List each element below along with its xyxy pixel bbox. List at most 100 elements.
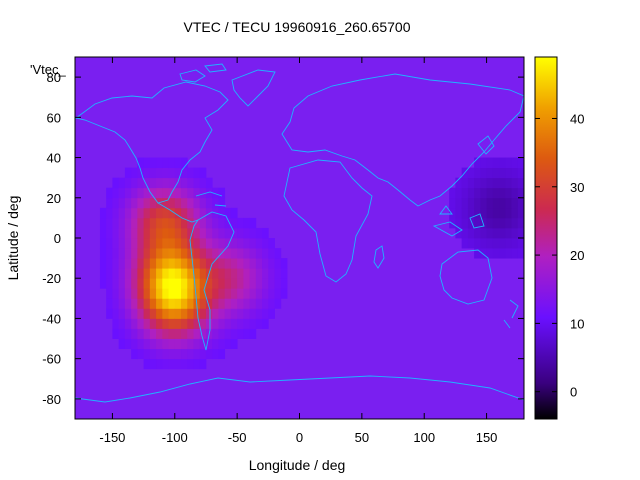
heatmap-cell bbox=[156, 227, 163, 239]
x-tick-label: 100 bbox=[413, 430, 435, 445]
heatmap-cell bbox=[187, 258, 194, 269]
heatmap-cell bbox=[193, 207, 201, 219]
heatmap-cell bbox=[137, 197, 144, 209]
heatmap-cell bbox=[156, 177, 163, 189]
heatmap-cell bbox=[143, 308, 151, 319]
heatmap-cell bbox=[143, 207, 151, 219]
heatmap-cell bbox=[106, 187, 113, 199]
heatmap-cell bbox=[511, 238, 519, 249]
heatmap-cell bbox=[193, 268, 201, 279]
coastline-arctic-islands bbox=[179, 63, 227, 83]
heatmap-cell bbox=[149, 248, 157, 259]
heatmap-cell bbox=[168, 167, 176, 179]
heatmap-cell bbox=[212, 227, 219, 239]
heatmap-cell bbox=[205, 288, 213, 299]
heatmap-cell bbox=[212, 308, 219, 319]
coastlines bbox=[75, 63, 524, 403]
heatmap-cell bbox=[262, 238, 269, 249]
heatmap-cell bbox=[492, 207, 500, 219]
heatmap-cell bbox=[230, 248, 238, 259]
heatmap-cell bbox=[106, 308, 113, 319]
heatmap-cell bbox=[237, 318, 244, 329]
coastline-new-zealand bbox=[503, 299, 519, 329]
colorbar-tick-label: 20 bbox=[570, 248, 584, 263]
x-tick-label: 0 bbox=[296, 430, 303, 445]
heatmap-cell bbox=[237, 258, 244, 269]
colorbar-tick-label: 10 bbox=[570, 316, 584, 331]
heatmap-cell bbox=[112, 328, 120, 339]
heatmap-cell bbox=[137, 238, 144, 249]
heatmap-cell bbox=[149, 157, 157, 169]
heatmap-cell bbox=[480, 238, 487, 249]
heatmap-cell bbox=[118, 298, 126, 309]
heatmap-cell bbox=[106, 278, 113, 289]
heatmap-cell bbox=[280, 268, 288, 279]
heatmap-cell bbox=[199, 207, 207, 219]
heatmap-cell bbox=[99, 278, 107, 289]
heatmap-cell bbox=[461, 207, 469, 219]
heatmap-cell bbox=[99, 248, 107, 259]
heatmap-cell bbox=[181, 278, 188, 289]
heatmap-cell bbox=[249, 248, 257, 259]
heatmap-cell bbox=[124, 167, 132, 179]
heatmap-cell bbox=[499, 187, 506, 199]
heatmap-cell bbox=[137, 308, 144, 319]
heatmap-cell bbox=[181, 187, 188, 199]
heatmap-cell bbox=[168, 278, 176, 289]
heatmap-cell bbox=[162, 197, 169, 209]
heatmap-cell bbox=[168, 348, 176, 360]
coastline-south-america bbox=[189, 211, 235, 351]
heatmap-cell bbox=[249, 278, 257, 289]
heatmap-cell bbox=[193, 197, 201, 209]
heatmap-cell bbox=[187, 268, 194, 279]
heatmap-cell bbox=[199, 177, 207, 189]
heatmap-cell bbox=[205, 298, 213, 309]
heatmap-cell bbox=[137, 278, 144, 289]
heatmap-cell bbox=[237, 308, 244, 319]
heatmap-cell bbox=[187, 328, 194, 339]
heatmap-cell bbox=[124, 227, 132, 239]
heatmap-cell bbox=[187, 338, 194, 350]
heatmap-cell bbox=[218, 318, 226, 329]
heatmap-cell bbox=[118, 288, 126, 299]
heatmap-cell bbox=[249, 217, 257, 229]
heatmap-cell bbox=[224, 278, 232, 289]
heatmap-cell bbox=[156, 167, 163, 179]
heatmap-cell bbox=[262, 258, 269, 269]
heatmap-cell bbox=[492, 167, 500, 179]
heatmap-cell bbox=[205, 278, 213, 289]
y-axis-ticks: -80 -60 -40 -20 0 20 40 60 80 bbox=[42, 70, 524, 407]
heatmap-cell bbox=[243, 248, 251, 259]
heatmap-cell bbox=[280, 288, 288, 299]
heatmap-cell bbox=[474, 167, 481, 179]
heatmap-cell bbox=[143, 227, 151, 239]
heatmap-cell bbox=[230, 318, 238, 329]
heatmap-cell bbox=[224, 328, 232, 339]
heatmap-cell bbox=[486, 248, 494, 259]
heatmap-cell bbox=[499, 177, 506, 189]
heatmap-cell bbox=[174, 177, 182, 189]
x-tick-label: 50 bbox=[355, 430, 369, 445]
heatmap-cell bbox=[174, 207, 182, 219]
heatmap-cell bbox=[124, 308, 132, 319]
heatmap-cell bbox=[143, 278, 151, 289]
heatmap-cell bbox=[218, 338, 226, 350]
heatmap-cell bbox=[181, 197, 188, 209]
heatmap-cell bbox=[212, 268, 219, 279]
heatmap-cell bbox=[193, 358, 201, 370]
heatmap-cell bbox=[162, 187, 169, 199]
heatmap-cell bbox=[118, 338, 126, 350]
heatmap-cell bbox=[174, 268, 182, 279]
heatmap-cell bbox=[505, 197, 512, 209]
colorbar-tick-label: 30 bbox=[570, 180, 584, 195]
heatmap-cell bbox=[143, 298, 151, 309]
heatmap-cell bbox=[517, 207, 524, 219]
heatmap-cell bbox=[131, 167, 138, 179]
heatmap-cell bbox=[181, 288, 188, 299]
heatmap-cell bbox=[193, 258, 201, 269]
heatmap-cell bbox=[149, 177, 157, 189]
heatmap-cell bbox=[124, 197, 132, 209]
heatmap-cell bbox=[237, 288, 244, 299]
heatmap-cell bbox=[106, 258, 113, 269]
heatmap-cell bbox=[499, 217, 506, 229]
